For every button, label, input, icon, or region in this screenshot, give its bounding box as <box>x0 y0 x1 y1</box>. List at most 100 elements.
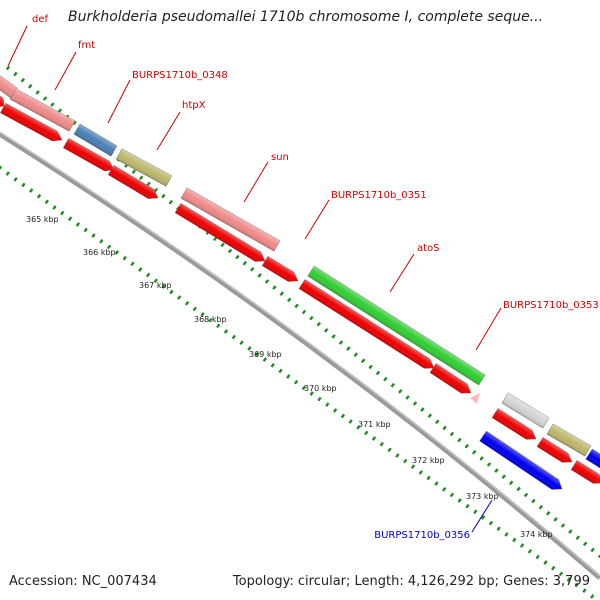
cds-arrow <box>491 408 537 440</box>
tick-mark <box>250 266 255 272</box>
cds-arrow <box>570 460 600 484</box>
tick-mark <box>348 419 353 424</box>
tick-mark <box>75 222 81 227</box>
tick-mark <box>60 210 65 216</box>
tick-mark <box>390 382 395 388</box>
cds-arrow <box>536 437 573 463</box>
kbp-label: 366 kbp <box>83 248 116 257</box>
gene-features <box>0 74 600 490</box>
tick-mark <box>512 537 517 543</box>
tick-mark <box>13 71 18 77</box>
tick-mark <box>146 181 151 187</box>
tick-mark <box>494 468 499 473</box>
tick-mark <box>590 547 595 553</box>
tick-mark <box>216 323 221 329</box>
tick-mark <box>272 285 277 290</box>
gene-label-sun[interactable]: sun <box>271 152 289 163</box>
tick-mark <box>13 176 18 182</box>
gene-label-burps1710b_0348[interactable]: BURPS1710b_0348 <box>132 70 228 81</box>
gene-label-burps1710b_0353[interactable]: BURPS1710b_0353 <box>503 300 599 311</box>
tick-mark <box>131 169 136 175</box>
gene-label-atos[interactable]: atoS <box>417 243 440 254</box>
tick-mark <box>480 515 486 520</box>
callout-line <box>471 499 493 533</box>
cds-arrow <box>261 256 299 282</box>
tick-mark <box>5 171 10 176</box>
tick-mark <box>582 588 587 594</box>
kbp-labels: 365 kbp 366 kbp 367 kbp 368 kbp 369 kbp 370 k… <box>26 215 553 539</box>
gene-label-def[interactable]: def <box>32 14 49 25</box>
rna-marker <box>470 393 480 404</box>
tick-mark <box>223 329 229 334</box>
tick-mark <box>412 401 418 406</box>
tick-mark <box>67 216 73 222</box>
gene-bar-sun <box>180 187 281 252</box>
tick-mark <box>457 498 462 503</box>
tick-mark <box>130 261 135 267</box>
tick-mark <box>239 340 244 346</box>
gene-bar-burps0348 <box>73 123 118 157</box>
cds-arrow <box>107 165 159 199</box>
tick-mark <box>574 582 579 588</box>
cds-arrow <box>429 363 472 394</box>
kbp-label: 371 kbp <box>358 420 391 429</box>
cds-arrow <box>298 279 435 369</box>
gene-bar-htpx <box>115 148 173 187</box>
callout-line <box>107 79 131 124</box>
tick-mark <box>262 357 268 362</box>
gene-label-burps1710b_0351[interactable]: BURPS1710b_0351 <box>331 190 427 201</box>
genome-summary: Topology: circular; Length: 4,126,292 bp… <box>232 574 590 589</box>
tick-mark <box>449 492 455 498</box>
tick-mark <box>375 370 381 376</box>
tick-mark <box>368 364 373 370</box>
tick-mark <box>231 334 236 340</box>
tick-mark <box>546 510 551 516</box>
tick-mark <box>270 362 275 368</box>
tick-mark <box>353 352 358 358</box>
tick-mark <box>138 267 143 272</box>
tick-mark <box>442 425 447 431</box>
tick-mark <box>560 523 566 528</box>
tick-mark <box>479 456 484 461</box>
gene-bar-def <box>0 74 18 99</box>
callout-line <box>475 307 502 351</box>
gene-label-burps1710b_0356[interactable]: BURPS1710b_0356 <box>374 530 470 541</box>
gene-label-htpx[interactable]: htpX <box>182 100 206 111</box>
tick-mark <box>294 303 299 309</box>
kbp-tick-ring <box>0 165 600 600</box>
tick-mark <box>434 481 439 486</box>
gene-label-fmt[interactable]: fmt <box>78 40 95 51</box>
tick-mark <box>583 541 588 547</box>
tick-mark <box>145 272 151 278</box>
tick-mark <box>473 509 478 515</box>
callout-line <box>243 161 269 203</box>
chromosome-backbone <box>0 131 600 580</box>
tick-mark <box>398 388 403 394</box>
tick-mark <box>301 385 307 391</box>
gene-bar-grey <box>501 392 550 429</box>
tick-mark <box>516 486 521 492</box>
tick-mark <box>254 351 260 357</box>
gene-bar-atos <box>307 265 486 386</box>
kbp-label: 369 kbp <box>249 350 282 359</box>
tick-mark <box>139 175 144 181</box>
tick-mark <box>449 431 455 437</box>
tick-mark <box>264 279 270 284</box>
tick-mark <box>114 250 120 255</box>
tick-mark <box>538 504 543 510</box>
cds-arrow <box>0 102 63 142</box>
tick-mark <box>551 565 556 571</box>
tick-mark <box>91 233 96 238</box>
tick-mark <box>257 273 262 278</box>
tick-mark <box>278 368 283 374</box>
tick-mark <box>403 458 408 464</box>
tick-mark <box>509 480 514 486</box>
tick-mark <box>28 83 33 89</box>
tick-mark <box>242 260 247 266</box>
tick-mark <box>208 317 213 323</box>
tick-mark <box>177 295 182 300</box>
callout-line <box>7 25 28 67</box>
tick-mark <box>72 120 77 126</box>
